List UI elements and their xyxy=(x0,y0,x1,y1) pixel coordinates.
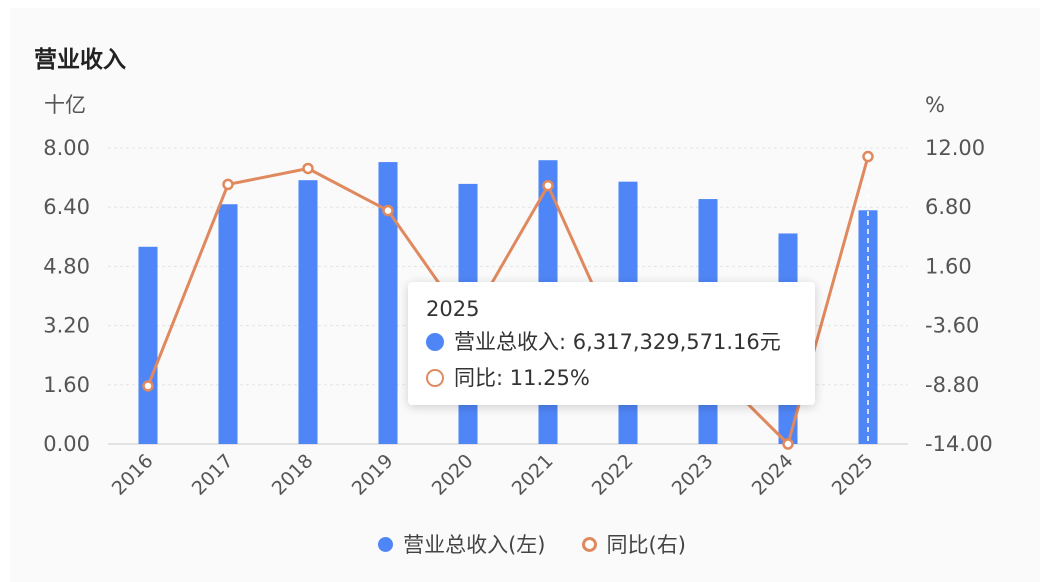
bar-2017[interactable] xyxy=(218,204,238,444)
bar-2016[interactable] xyxy=(138,246,158,444)
legend-revenue-label: 营业总收入(左) xyxy=(403,533,546,557)
right-tick-label: 1.60 xyxy=(925,254,972,278)
right-axis-unit: % xyxy=(925,93,945,117)
x-tick-label: 2025 xyxy=(828,450,878,500)
left-tick-label: 4.80 xyxy=(43,254,90,278)
x-tick-label: 2016 xyxy=(108,450,158,500)
x-tick-label: 2019 xyxy=(348,450,398,500)
tooltip-revenue-text: 营业总收入: 6,317,329,571.16元 xyxy=(454,330,781,354)
x-tick-label: 2020 xyxy=(428,450,478,500)
legend-item-revenue[interactable]: 营业总收入(左) xyxy=(378,529,546,559)
yoy-point-2025[interactable] xyxy=(862,150,874,163)
legend-revenue-dot-icon xyxy=(378,536,394,552)
chart-tooltip: 2025 营业总收入: 6,317,329,571.16元 同比: 11.25% xyxy=(408,282,815,405)
right-tick-label: -14.00 xyxy=(925,432,993,456)
yoy-point-2019[interactable] xyxy=(382,204,394,217)
bar-2018[interactable] xyxy=(298,180,318,444)
yoy-point-2016[interactable] xyxy=(142,380,154,392)
yoy-ring-icon xyxy=(426,369,444,387)
right-tick-label: 6.80 xyxy=(925,195,972,219)
left-tick-label: 8.00 xyxy=(43,136,90,160)
yoy-point-2021[interactable] xyxy=(542,179,554,192)
chart-title: 营业收入 xyxy=(34,47,126,73)
x-tick-label: 2023 xyxy=(668,450,718,500)
x-tick-label: 2022 xyxy=(588,450,638,500)
yoy-point-2024[interactable] xyxy=(782,438,794,450)
left-tick-label: 1.60 xyxy=(43,373,90,397)
yoy-point-2017[interactable] xyxy=(222,178,234,191)
x-tick-label: 2024 xyxy=(748,450,798,500)
right-tick-label: -3.60 xyxy=(925,314,979,338)
bar-2019[interactable] xyxy=(378,162,398,444)
tooltip-yoy-text: 同比: 11.25% xyxy=(454,366,590,390)
tooltip-row-revenue: 营业总收入: 6,317,329,571.16元 xyxy=(426,324,797,360)
left-tick-label: 0.00 xyxy=(43,432,90,456)
chart-legend: 营业总收入(左) 同比(右) xyxy=(0,528,1064,560)
left-tick-label: 3.20 xyxy=(43,314,90,338)
legend-item-yoy[interactable]: 同比(右) xyxy=(581,529,686,559)
revenue-dot-icon xyxy=(426,333,444,351)
legend-yoy-ring-icon xyxy=(581,536,597,552)
left-tick-label: 6.40 xyxy=(43,195,90,219)
legend-yoy-label: 同比(右) xyxy=(606,533,686,557)
yoy-point-2018[interactable] xyxy=(302,162,314,175)
x-tick-label: 2018 xyxy=(268,450,318,500)
tooltip-row-yoy: 同比: 11.25% xyxy=(426,360,797,396)
x-tick-label: 2021 xyxy=(508,450,558,500)
right-tick-label: -8.80 xyxy=(925,373,979,397)
x-tick-label: 2017 xyxy=(188,450,238,500)
tooltip-title: 2025 xyxy=(426,297,480,321)
left-axis-unit: 十亿 xyxy=(44,93,86,117)
bar-2025[interactable] xyxy=(858,210,878,444)
right-tick-label: 12.00 xyxy=(925,136,985,160)
